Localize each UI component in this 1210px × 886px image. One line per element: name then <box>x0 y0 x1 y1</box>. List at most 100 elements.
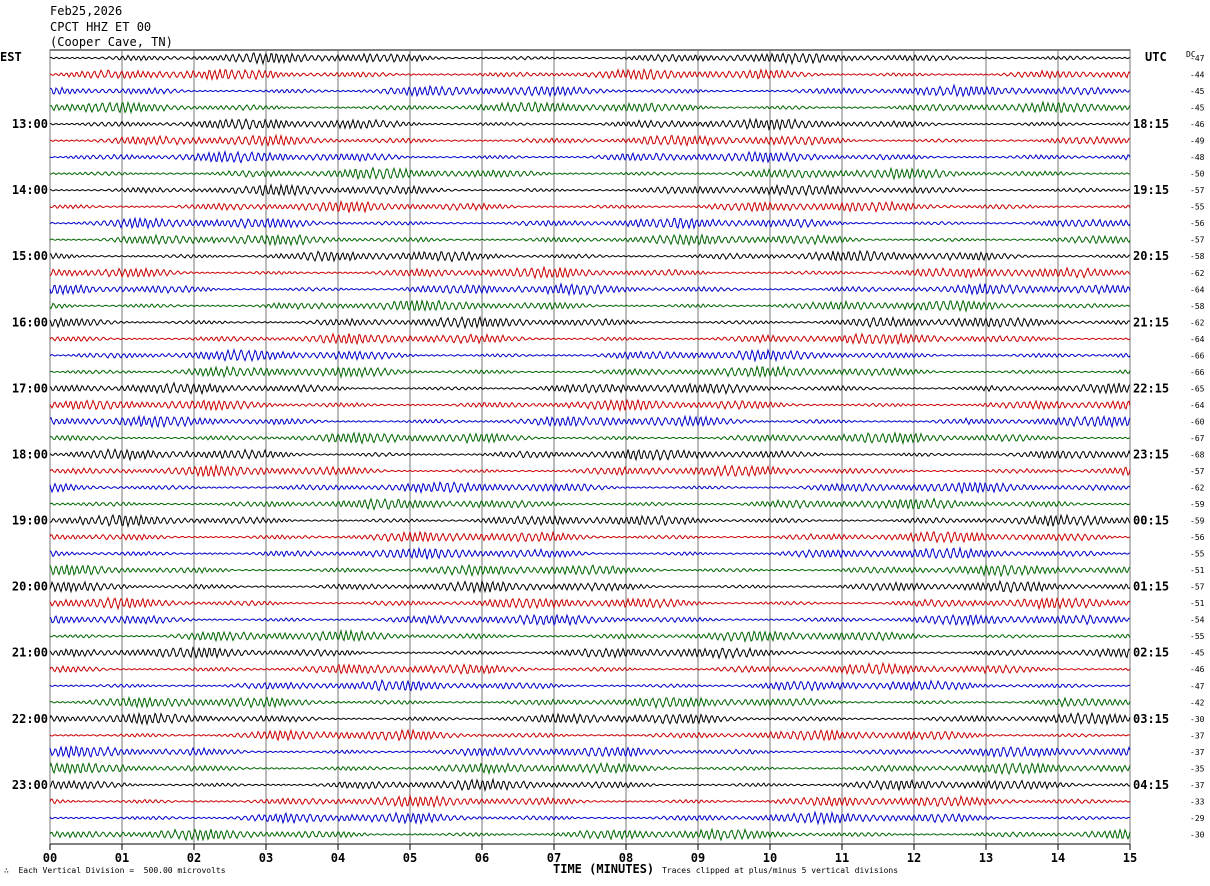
dc-offset-label: -59 <box>1190 517 1205 526</box>
dc-offset-label: -54 <box>1190 616 1205 625</box>
x-tick-label: 14 <box>1051 851 1065 865</box>
utc-hour-label: 04:15 <box>1133 778 1169 792</box>
seismic-trace <box>49 777 1131 793</box>
seismic-trace <box>49 381 1131 396</box>
x-tick-label: 12 <box>907 851 921 865</box>
seismic-trace <box>49 347 1131 363</box>
utc-hour-label: 19:15 <box>1133 183 1169 197</box>
utc-hour-label: 23:15 <box>1133 447 1169 461</box>
x-tick-label: 11 <box>835 851 849 865</box>
seismic-trace <box>49 67 1131 82</box>
x-tick-label: 07 <box>547 851 561 865</box>
dc-offset-label: -55 <box>1190 203 1205 212</box>
seismic-trace <box>49 117 1131 132</box>
station-code: CPCT HHZ ET 00 <box>50 20 152 34</box>
x-tick-label: 10 <box>763 851 777 865</box>
seismic-trace <box>49 546 1131 560</box>
x-tick-label: 15 <box>1123 851 1137 865</box>
dc-offset-label: -64 <box>1190 335 1205 344</box>
seismic-trace <box>49 52 1131 66</box>
x-tick-label: 05 <box>403 851 417 865</box>
seismic-trace <box>49 481 1131 495</box>
dc-offset-label: -51 <box>1190 599 1205 608</box>
dc-offset-label: -50 <box>1190 170 1205 179</box>
scale-note-text: Each Vertical Division = 500.00 microvol… <box>18 866 226 875</box>
seismic-trace <box>49 183 1130 197</box>
dc-offset-label: -57 <box>1190 583 1205 592</box>
x-tick-label: 13 <box>979 851 993 865</box>
seismic-trace <box>49 646 1131 660</box>
seismic-trace <box>49 133 1131 148</box>
scale-mark-icon: ∴ <box>4 866 19 875</box>
seismic-trace <box>49 761 1131 776</box>
dc-offset-label: -66 <box>1190 351 1205 360</box>
seismic-trace <box>49 579 1131 595</box>
utc-hour-label: 20:15 <box>1133 249 1169 263</box>
seismic-trace <box>49 678 1131 692</box>
dc-offset-label: -30 <box>1190 830 1205 839</box>
est-hour-label: 13:00 <box>12 117 48 131</box>
utc-hour-label: 03:15 <box>1133 712 1169 726</box>
seismic-trace <box>49 364 1131 379</box>
est-hour-label: 22:00 <box>12 712 48 726</box>
left-axis-label: EST <box>0 50 22 64</box>
seismic-trace <box>49 233 1131 247</box>
dc-offset-label: -57 <box>1190 236 1205 245</box>
right-axis-label: UTC <box>1145 50 1167 64</box>
dc-offset-label: -47 <box>1190 54 1205 63</box>
seismic-trace <box>49 265 1131 280</box>
seismic-trace <box>49 431 1131 446</box>
est-hour-label: 20:00 <box>12 580 48 594</box>
seismic-trace <box>49 794 1131 809</box>
clip-note: Traces clipped at plus/minus 5 vertical … <box>662 866 899 875</box>
dc-offset-label: -62 <box>1190 318 1205 327</box>
est-hour-label: 16:00 <box>12 315 48 329</box>
utc-hour-label: 00:15 <box>1133 514 1169 528</box>
dc-offset-label: -37 <box>1190 781 1205 790</box>
est-hour-label: 15:00 <box>12 249 48 263</box>
dc-offset-label: -56 <box>1190 533 1205 542</box>
dc-offset-label: -47 <box>1190 682 1205 691</box>
plot-date: Feb25,2026 <box>50 4 123 18</box>
seismic-trace <box>49 83 1131 98</box>
dc-offset-label: -35 <box>1190 764 1205 773</box>
seismic-trace <box>49 563 1131 578</box>
x-axis-title: TIME (MINUTES) <box>553 862 655 876</box>
seismic-trace <box>49 149 1131 164</box>
est-hour-label: 19:00 <box>12 514 48 528</box>
plot-frame <box>49 49 1131 845</box>
seismic-trace <box>49 711 1131 726</box>
seismic-trace <box>49 315 1131 330</box>
seismic-trace <box>49 530 1131 544</box>
x-tick-label: 03 <box>259 851 273 865</box>
scale-note: ∴ Each Vertical Division = 500.00 microv… <box>4 866 226 875</box>
est-hour-label: 23:00 <box>12 778 48 792</box>
dc-offset-label: -49 <box>1190 137 1205 146</box>
dc-offset-label: -58 <box>1190 302 1205 311</box>
dc-offset-label: -30 <box>1190 715 1205 724</box>
dc-offset-label: -68 <box>1190 450 1205 459</box>
seismic-trace <box>49 497 1131 512</box>
utc-hour-label: 18:15 <box>1133 117 1169 131</box>
seismic-trace <box>49 100 1131 115</box>
dc-offset-label: -64 <box>1190 285 1205 294</box>
dc-offset-label: -46 <box>1190 120 1205 129</box>
dc-offset-label: -44 <box>1190 71 1205 80</box>
est-hour-label: 14:00 <box>12 183 48 197</box>
seismic-trace <box>49 166 1131 181</box>
seismic-trace <box>49 695 1131 710</box>
dc-offset-label: -37 <box>1190 731 1205 740</box>
seismic-trace <box>49 414 1131 429</box>
dc-label: DC <box>1186 50 1196 59</box>
x-tick-label: 04 <box>331 851 345 865</box>
seismic-trace <box>49 810 1131 826</box>
utc-hour-label: 21:15 <box>1133 315 1169 329</box>
utc-hour-label: 02:15 <box>1133 646 1169 660</box>
seismic-trace <box>49 513 1131 529</box>
dc-offset-label: -57 <box>1190 186 1205 195</box>
seismic-trace <box>49 332 1131 346</box>
seismic-trace <box>49 463 1131 478</box>
dc-offset-label: -51 <box>1190 566 1205 575</box>
seismic-trace <box>49 249 1131 263</box>
seismic-trace <box>49 199 1131 214</box>
